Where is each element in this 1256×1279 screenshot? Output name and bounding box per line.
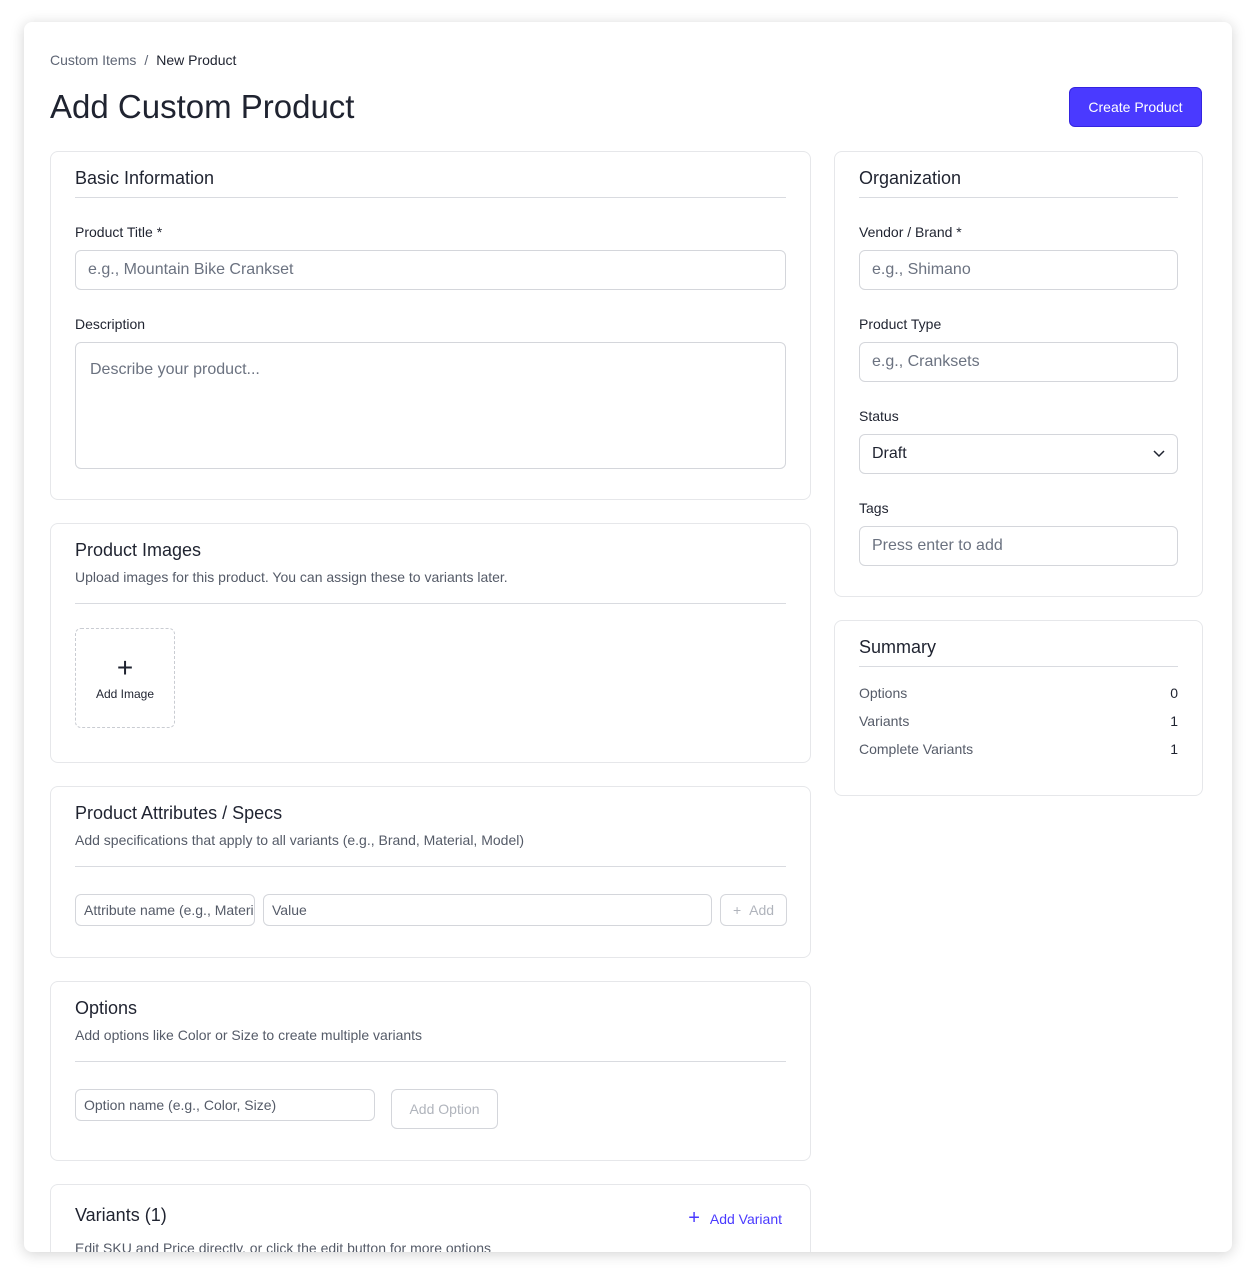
- add-attribute-button[interactable]: + Add: [720, 894, 787, 926]
- row-label: Variants: [859, 713, 910, 729]
- divider: [859, 197, 1178, 198]
- divider: [75, 1061, 786, 1062]
- section-subtitle: Add specifications that apply to all var…: [75, 832, 524, 848]
- placeholder: Option name (e.g., Color, Size): [84, 1097, 277, 1113]
- section-title: Basic Information: [75, 168, 215, 188]
- section-title: Product Attributes / Specs: [75, 803, 283, 823]
- app-window: Custom Items / New Product Add Custom Prod…: [24, 22, 1232, 1252]
- plus-icon: +: [116, 652, 134, 683]
- summary-row-options: Options 0: [859, 685, 1178, 701]
- section-subtitle: Add options like Color or Size to create…: [75, 1027, 423, 1043]
- row-label: Options: [859, 685, 908, 701]
- summary-row-complete-variants: Complete Variants 1: [859, 741, 1178, 757]
- section-title: Product Images: [75, 540, 202, 560]
- product-title-input[interactable]: e.g., Mountain Bike Crankset: [75, 250, 786, 290]
- add-image-button[interactable]: + Add Image: [75, 628, 175, 728]
- breadcrumb-parent[interactable]: Custom Items: [50, 52, 137, 68]
- add-label: Add: [749, 902, 775, 918]
- placeholder: Value: [272, 902, 307, 918]
- summary-row-variants: Variants 1: [859, 713, 1178, 729]
- add-image-label: Add Image: [95, 687, 155, 701]
- plus-icon: +: [732, 902, 742, 918]
- page-title: Add Custom Product: [50, 88, 355, 125]
- description-textarea[interactable]: Describe your product...: [75, 342, 786, 469]
- placeholder: Describe your product...: [90, 361, 260, 378]
- row-value: 1: [1170, 741, 1178, 757]
- divider: [859, 666, 1178, 667]
- tags-input[interactable]: Press enter to add: [859, 526, 1178, 566]
- breadcrumb-separator: /: [144, 52, 149, 68]
- placeholder: Press enter to add: [872, 537, 1003, 554]
- basic-information-card: Basic Information Product Title * e.g., …: [50, 151, 811, 500]
- vendor-label: Vendor / Brand *: [859, 224, 962, 240]
- status-label: Status: [859, 408, 899, 424]
- product-title-label: Product Title *: [75, 224, 163, 240]
- placeholder: Attribute name (e.g., Material): [84, 902, 255, 918]
- options-card: Options Add options like Color or Size t…: [50, 981, 811, 1161]
- attribute-value-input[interactable]: Value: [263, 894, 712, 926]
- divider: [75, 197, 786, 198]
- breadcrumb: Custom Items / New Product: [50, 52, 236, 68]
- section-title: Organization: [859, 168, 962, 188]
- vendor-input[interactable]: e.g., Shimano: [859, 250, 1178, 290]
- row-value: 1: [1170, 713, 1178, 729]
- plus-icon: +: [688, 1207, 700, 1229]
- summary-card: Summary Options 0 Variants 1 Complete Vari…: [834, 620, 1203, 796]
- create-product-button[interactable]: Create Product: [1069, 87, 1202, 127]
- description-label: Description: [75, 316, 146, 332]
- section-title: Options: [75, 998, 138, 1018]
- breadcrumb-current: New Product: [156, 52, 237, 68]
- add-option-button[interactable]: Add Option: [391, 1089, 498, 1129]
- add-variant-button[interactable]: + Add Variant: [688, 1207, 782, 1230]
- row-label: Complete Variants: [859, 741, 974, 757]
- product-type-label: Product Type: [859, 316, 942, 332]
- attribute-name-input[interactable]: Attribute name (e.g., Material): [75, 894, 255, 926]
- section-title: Variants (1): [75, 1205, 167, 1225]
- status-select[interactable]: Draft: [859, 434, 1178, 474]
- placeholder: e.g., Mountain Bike Crankset: [88, 261, 294, 278]
- product-images-card: Product Images Upload images for this pr…: [50, 523, 811, 763]
- product-type-input[interactable]: e.g., Cranksets: [859, 342, 1178, 382]
- option-name-input[interactable]: Option name (e.g., Color, Size): [75, 1089, 375, 1121]
- attributes-card: Product Attributes / Specs Add specifica…: [50, 786, 811, 958]
- status-value: Draft: [872, 445, 907, 462]
- chevron-down-icon: [1153, 450, 1165, 458]
- divider: [75, 603, 786, 604]
- placeholder: e.g., Shimano: [872, 261, 971, 278]
- row-value: 0: [1170, 685, 1178, 701]
- divider: [75, 866, 786, 867]
- add-variant-label: Add Variant: [709, 1210, 782, 1227]
- variants-card: Variants (1) + Add Variant Edit SKU and P…: [50, 1184, 811, 1252]
- section-title: Summary: [859, 637, 937, 657]
- section-subtitle: Upload images for this product. You can …: [75, 569, 508, 585]
- section-subtitle: Edit SKU and Price directly, or click th…: [75, 1240, 492, 1252]
- organization-card: Organization Vendor / Brand * e.g., Shim…: [834, 151, 1203, 597]
- add-label: Add Option: [409, 1101, 480, 1117]
- placeholder: e.g., Cranksets: [872, 353, 980, 370]
- tags-label: Tags: [859, 500, 889, 516]
